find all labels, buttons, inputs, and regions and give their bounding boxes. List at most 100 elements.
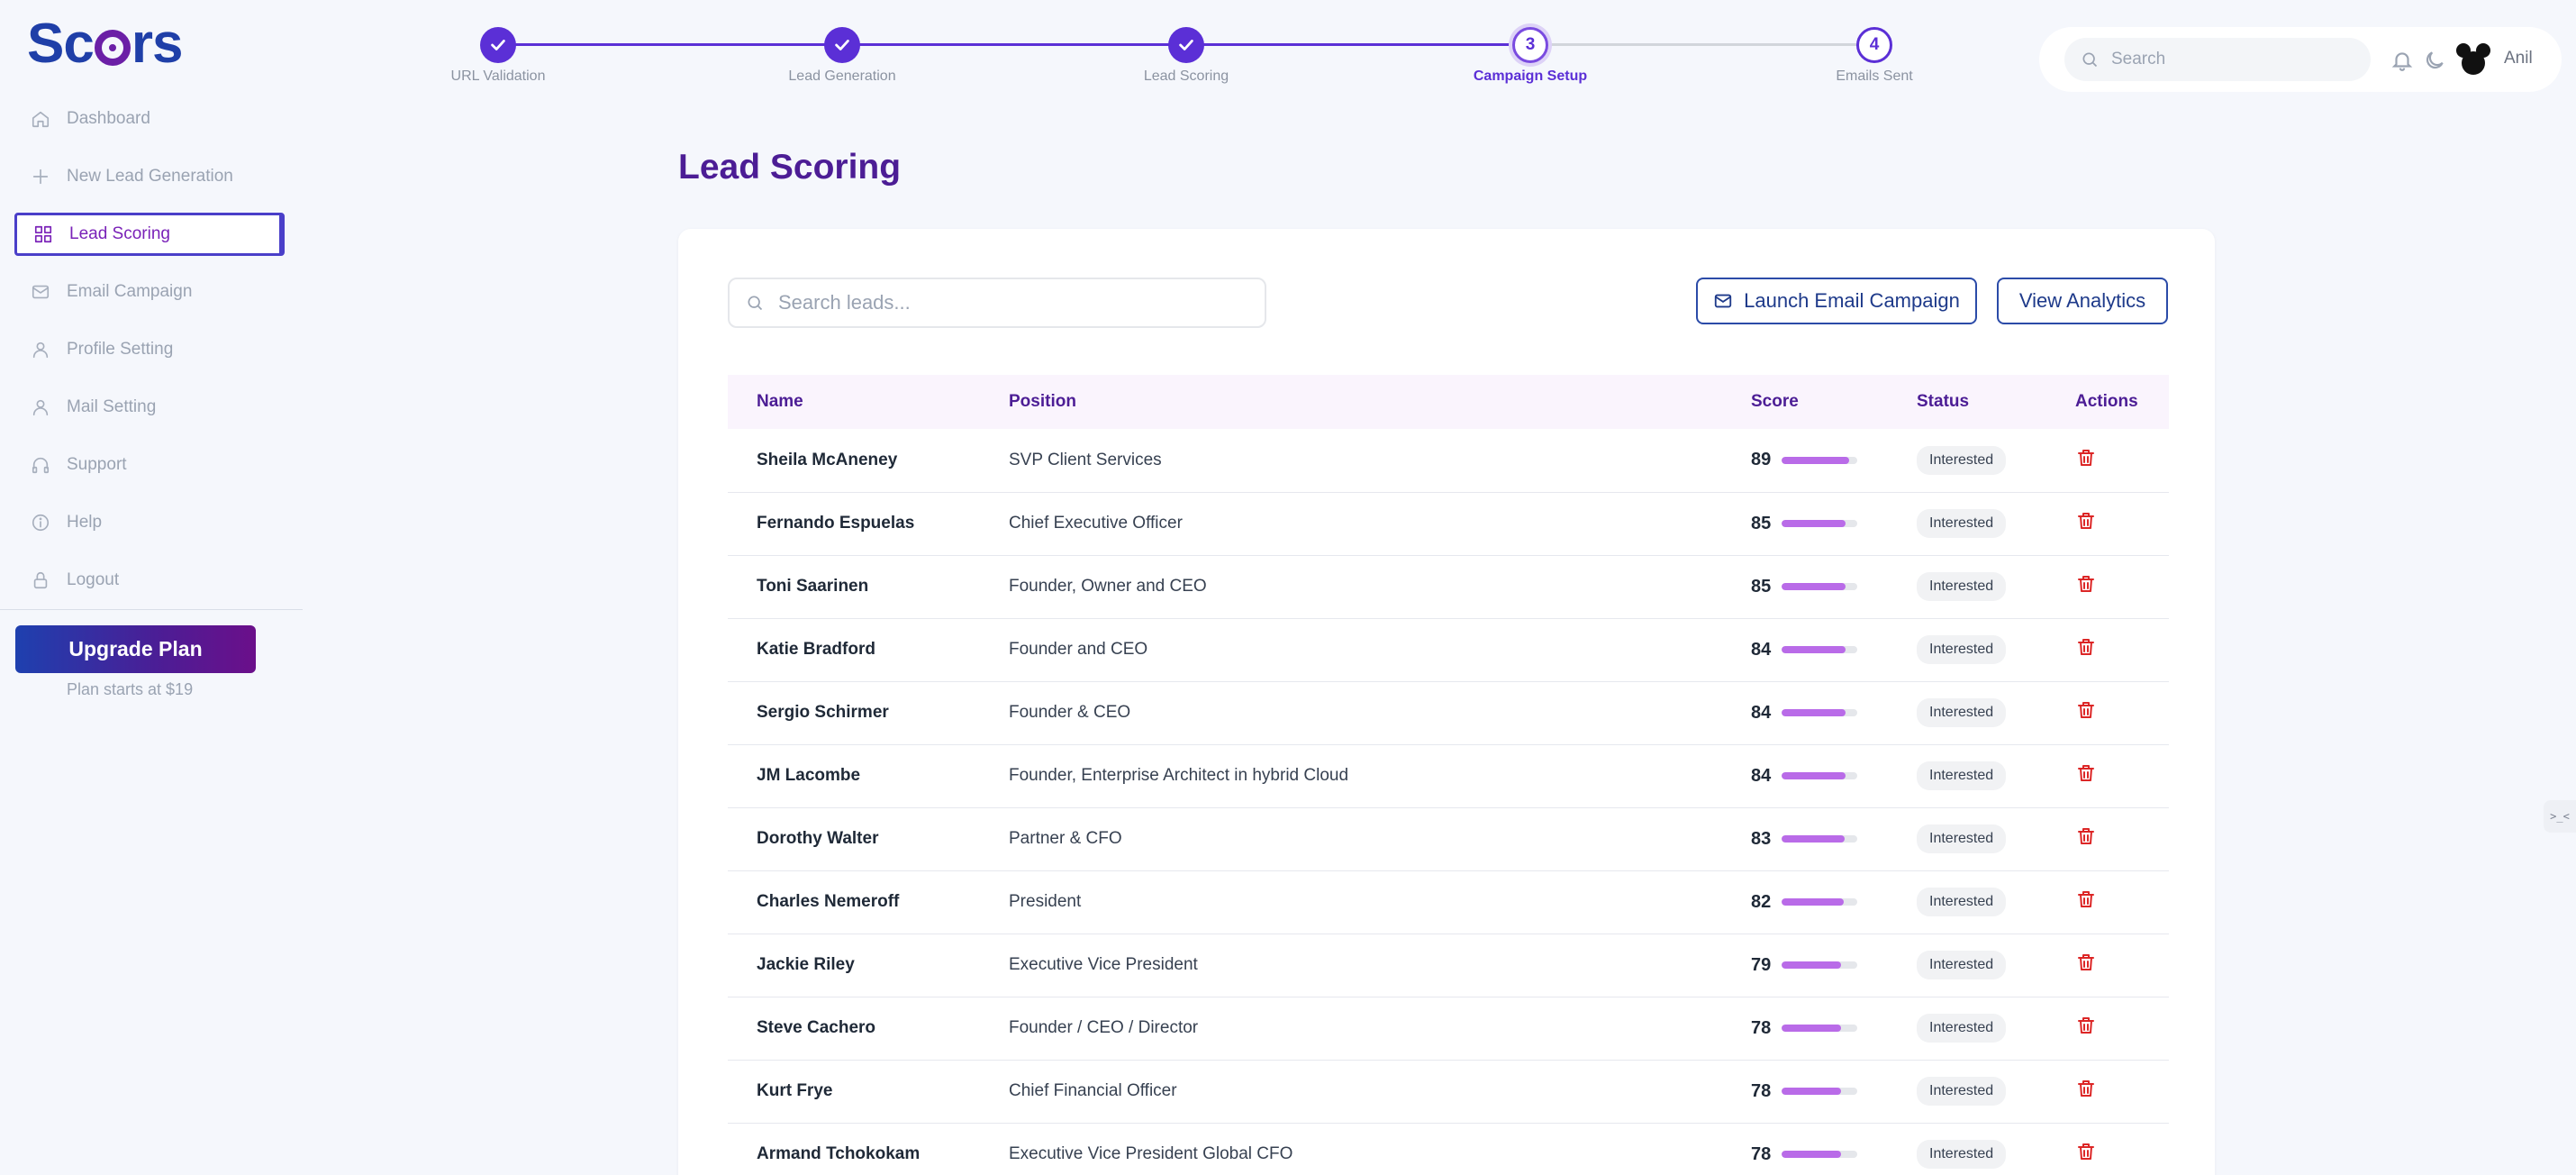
step-indicator: 4 [1856, 27, 1892, 63]
lead-status-cell: Interested [1888, 807, 2046, 870]
table-row[interactable]: Kurt Frye Chief Financial Officer 78 Intere… [728, 1060, 2169, 1123]
trash-icon[interactable] [2075, 573, 2097, 595]
step-number: 4 [1869, 35, 1880, 54]
lead-score-cell: 84 [1722, 681, 1888, 744]
status-badge: Interested [1917, 951, 2007, 979]
step-lead-scoring[interactable]: Lead Scoring [1078, 20, 1294, 85]
lead-score-cell: 84 [1722, 618, 1888, 681]
lead-status-cell: Interested [1888, 1123, 2046, 1175]
sidebar-item-profile-setting[interactable]: Profile Setting [14, 328, 285, 371]
sidebar-item-dashboard[interactable]: Dashboard [14, 97, 285, 141]
lead-score-cell: 83 [1722, 807, 1888, 870]
lock-icon [33, 571, 48, 589]
step-label: Lead Generation [788, 68, 896, 84]
table-row[interactable]: JM Lacombe Founder, Enterprise Architect … [728, 744, 2169, 807]
stepper-connector [498, 43, 842, 46]
search-icon [2082, 52, 2098, 68]
score-bar [1782, 646, 1857, 653]
lead-score: 85 [1751, 576, 1772, 597]
step-emails-sent[interactable]: 4 Emails Sent [1766, 20, 1982, 85]
trash-icon[interactable] [2075, 952, 2097, 973]
table-row[interactable]: Steve Cachero Founder / CEO / Director 78 I… [728, 997, 2169, 1060]
score-bar-fill [1782, 772, 1846, 779]
table-row[interactable]: Dorothy Walter Partner & CFO 83 Interested [728, 807, 2169, 870]
step-indicator [824, 27, 860, 63]
trash-icon[interactable] [2075, 1141, 2097, 1162]
sidebar-item-label: Dashboard [67, 109, 150, 128]
avatar[interactable] [2454, 40, 2493, 79]
step-label: Lead Scoring [1143, 68, 1229, 84]
user-icon [32, 342, 49, 359]
lead-actions-cell [2046, 618, 2169, 681]
trash-icon[interactable] [2075, 447, 2097, 469]
trash-icon[interactable] [2075, 636, 2097, 658]
sidebar-item-new-lead-generation[interactable]: New Lead Generation [14, 155, 285, 198]
step-lead-generation[interactable]: Lead Generation [734, 20, 950, 85]
trash-icon[interactable] [2075, 825, 2097, 847]
headphones-icon [32, 457, 50, 474]
table-row[interactable]: Fernando Espuelas Chief Executive Officer… [728, 492, 2169, 555]
score-bar-fill [1782, 1025, 1841, 1032]
scors-logo[interactable]: Sc rs [27, 13, 183, 75]
plus-icon [32, 169, 49, 185]
lead-actions-cell [2046, 934, 2169, 997]
step-indicator [480, 27, 516, 63]
column-header-status[interactable]: Status [1917, 392, 1970, 411]
global-search-input[interactable] [2111, 50, 2363, 69]
upgrade-plan-button[interactable]: Upgrade Plan [15, 625, 256, 673]
launch-email-campaign-button[interactable]: Launch Email Campaign [1696, 278, 1977, 324]
bell-icon[interactable] [2390, 49, 2414, 72]
table-row[interactable]: Sergio Schirmer Founder & CEO 84 Interested [728, 681, 2169, 744]
column-header-score[interactable]: Score [1751, 392, 1799, 411]
column-header-position[interactable]: Position [1009, 392, 1076, 411]
table-row[interactable]: Katie Bradford Founder and CEO 84 Intereste… [728, 618, 2169, 681]
score-bar [1782, 1151, 1857, 1158]
sidebar-item-label: Support [67, 455, 127, 474]
trash-icon[interactable] [2075, 699, 2097, 721]
moon-icon[interactable] [2423, 49, 2446, 72]
trash-icon[interactable] [2075, 1078, 2097, 1099]
table-row[interactable]: Armand Tchokokam Executive Vice President… [728, 1123, 2169, 1175]
lead-name: JM Lacombe [757, 766, 861, 785]
global-search[interactable] [2064, 38, 2371, 81]
sidebar-item-email-campaign[interactable]: Email Campaign [14, 270, 285, 314]
view-analytics-button[interactable]: View Analytics [1997, 278, 2168, 324]
column-header-name[interactable]: Name [757, 392, 803, 411]
step-url-validation[interactable]: URL Validation [390, 20, 606, 85]
sidebar-item-mail-setting[interactable]: Mail Setting [14, 386, 285, 429]
score-bar [1782, 835, 1857, 843]
status-badge: Interested [1917, 635, 2007, 664]
sidebar-item-help[interactable]: Help [14, 501, 285, 544]
lead-score: 85 [1751, 513, 1772, 533]
trash-icon[interactable] [2075, 762, 2097, 784]
sidebar-item-logout[interactable]: Logout [14, 559, 285, 602]
status-badge: Interested [1917, 698, 2007, 727]
sidebar-item-lead-scoring[interactable]: Lead Scoring [14, 213, 285, 256]
leads-table: Name Position Score Status Actions Sheil… [728, 375, 2169, 1175]
user-name[interactable]: Anil [2504, 49, 2533, 68]
table-row[interactable]: Toni Saarinen Founder, Owner and CEO 85 Int… [728, 555, 2169, 618]
table-row[interactable]: Charles Nemeroff President 82 Interested [728, 870, 2169, 934]
stepper-connector [1530, 43, 1874, 46]
lead-search[interactable] [728, 278, 1266, 328]
lead-score: 84 [1751, 765, 1772, 786]
sidebar-item-support[interactable]: Support [14, 443, 285, 487]
lead-name: Armand Tchokokam [757, 1144, 921, 1163]
trash-icon[interactable] [2075, 510, 2097, 532]
score-bar-fill [1782, 709, 1846, 716]
lead-status-cell: Interested [1888, 934, 2046, 997]
sidebar-divider [0, 609, 303, 610]
stepper-connector [842, 43, 1186, 46]
step-campaign-setup[interactable]: 3 Campaign Setup [1422, 20, 1638, 85]
lead-status-cell: Interested [1888, 555, 2046, 618]
table-row[interactable]: Sheila McAneney SVP Client Services 89 Inte… [728, 429, 2169, 492]
lead-status-cell: Interested [1888, 1060, 2046, 1123]
side-panel-toggle[interactable]: >_< [2544, 800, 2576, 833]
lead-position: Partner & CFO [1009, 829, 1122, 848]
lead-score: 78 [1751, 1017, 1772, 1038]
trash-icon[interactable] [2075, 888, 2097, 910]
lead-search-input[interactable] [778, 291, 1247, 314]
table-row[interactable]: Jackie Riley Executive Vice President 79 In… [728, 934, 2169, 997]
trash-icon[interactable] [2075, 1015, 2097, 1036]
score-bar-fill [1782, 1151, 1841, 1158]
